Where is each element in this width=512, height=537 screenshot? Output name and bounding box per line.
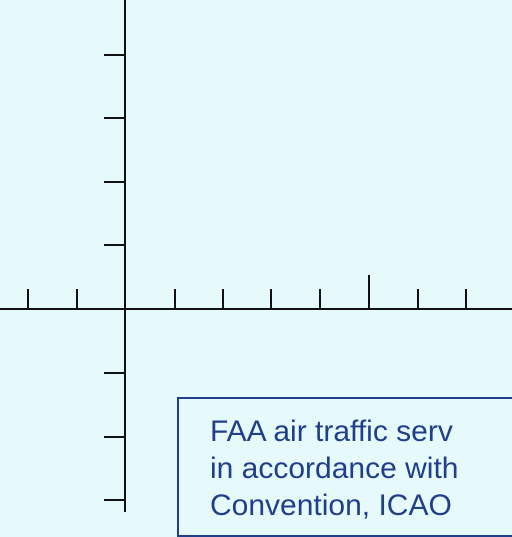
- note-line: in accordance with: [210, 452, 459, 485]
- airspace-note-box: FAA air traffic serv in accordance with …: [177, 397, 512, 537]
- tick-marks: [27, 54, 467, 501]
- note-line: Convention, ICAO: [210, 489, 452, 522]
- coordinate-grid: [0, 0, 512, 512]
- note-line: FAA air traffic serv: [210, 415, 453, 448]
